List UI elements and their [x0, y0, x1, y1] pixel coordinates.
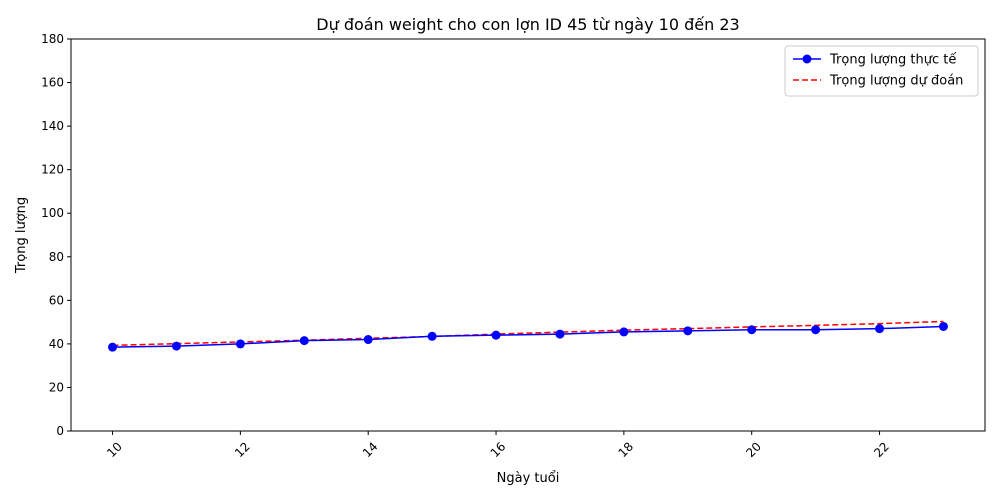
data-point: [811, 325, 821, 335]
y-tick-label: 120: [41, 163, 64, 177]
data-point: [108, 342, 118, 352]
data-point: [299, 336, 309, 346]
series-line-0: [112, 325, 944, 348]
y-tick-label: 140: [41, 119, 64, 133]
data-point: [619, 327, 629, 337]
data-point: [491, 330, 501, 340]
x-axis-label: Ngày tuổi: [497, 471, 560, 486]
legend-box: [784, 45, 979, 97]
y-tick-label: 160: [41, 76, 64, 90]
y-ticks: 0 20 40 60 80 100 120 140 160 180: [41, 32, 71, 438]
data-point: [235, 339, 245, 349]
x-tick-label: 14: [360, 439, 381, 460]
y-tick-label: 100: [41, 206, 64, 220]
series-line-1: [112, 320, 944, 347]
x-ticks: 10 12 14 16 18 20 22: [104, 431, 892, 460]
legend-entry: Trọng lượng dự đoán: [829, 74, 963, 89]
y-tick-label: 80: [49, 250, 64, 264]
y-axis-label: Trọng lượng: [14, 197, 29, 274]
data-point: [875, 324, 885, 334]
series-layer: [108, 320, 948, 352]
legend-marker: [802, 54, 812, 64]
x-tick-label: 20: [743, 439, 764, 460]
y-tick-label: 180: [41, 32, 64, 46]
y-tick-label: 0: [56, 424, 64, 438]
x-tick-label: 10: [104, 439, 125, 460]
x-tick-label: 12: [232, 439, 253, 460]
chart-title: Dự đoán weight cho con lợn ID 45 từ ngày…: [316, 15, 739, 34]
y-tick-label: 20: [49, 380, 64, 394]
legend: Trọng lượng thực tế Trọng lượng dự đoán: [784, 45, 979, 97]
x-tick-label: 18: [616, 439, 637, 460]
data-point: [427, 331, 437, 341]
data-point: [683, 326, 693, 336]
data-point: [555, 329, 565, 339]
legend-entry: Trọng lượng thực tế: [829, 53, 956, 68]
data-point: [938, 321, 948, 331]
data-point: [747, 325, 757, 335]
data-point: [363, 335, 373, 345]
y-tick-label: 60: [49, 293, 64, 307]
x-tick-label: 16: [488, 439, 509, 460]
x-tick-label: 22: [871, 439, 892, 460]
data-point: [171, 341, 181, 351]
plot-frame: [70, 38, 986, 432]
y-tick-label: 40: [49, 337, 64, 351]
